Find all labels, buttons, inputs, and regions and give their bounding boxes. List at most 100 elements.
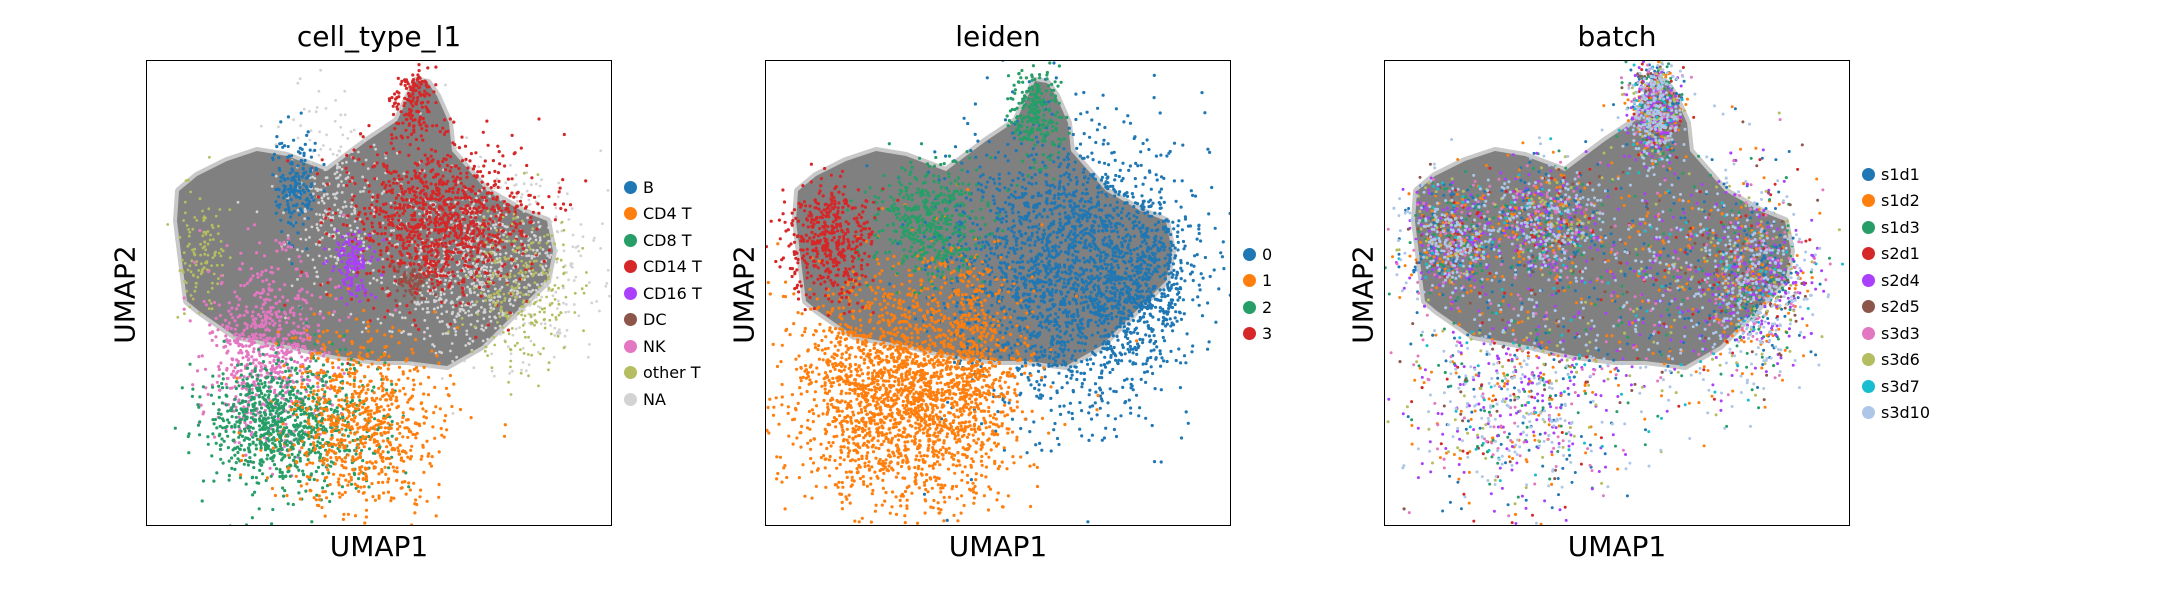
scatter-canvas [1385, 61, 1844, 525]
legend-item: s2d4 [1862, 267, 1930, 294]
y-axis-label: UMAP2 [727, 245, 761, 344]
legend-swatch [1862, 353, 1875, 367]
graph-edges [1415, 81, 1791, 366]
legend-swatch [1862, 247, 1875, 261]
legend-item: B [624, 174, 702, 201]
legend-swatch [1862, 326, 1875, 340]
legend-item: CD14 T [624, 254, 702, 281]
point-cluster [1392, 62, 1830, 525]
x-axis-label: UMAP1 [1567, 530, 1667, 563]
legend-label: other T [643, 363, 701, 383]
legend-swatch [624, 180, 637, 194]
legend-item: s3d3 [1862, 320, 1930, 347]
legend-item: DC [624, 307, 702, 334]
point-cluster [387, 63, 438, 175]
legend-label: s2d1 [1881, 244, 1920, 264]
legend-label: CD8 T [643, 230, 692, 250]
chart-title: cell_type_l1 [296, 20, 462, 53]
legend-label: CD14 T [643, 257, 702, 277]
point-cluster [1065, 154, 1207, 415]
point-cluster [386, 256, 438, 304]
legend-item: CD16 T [624, 280, 702, 307]
point-cluster [283, 99, 588, 366]
legend-swatch [1862, 300, 1875, 314]
legend-item: s3d10 [1862, 400, 1930, 427]
legend-label: s1d2 [1881, 191, 1920, 211]
point-cluster [839, 142, 1005, 343]
point-cluster [447, 171, 588, 396]
legend-swatch [1862, 194, 1875, 208]
legend-swatch [624, 207, 637, 221]
x-axis-label: UMAP1 [329, 530, 429, 563]
point-cluster [766, 162, 900, 317]
legend-label: s3d6 [1881, 350, 1920, 370]
legend-item: s1d1 [1862, 161, 1930, 188]
legend-swatch [624, 286, 637, 300]
chart-title: batch [1577, 20, 1657, 53]
legend-swatch [624, 233, 637, 247]
legend-label: 0 [1262, 244, 1273, 264]
legend: B CD4 T CD8 T CD14 T CD16 T DC NK other T NA [624, 174, 702, 413]
legend-swatch [624, 339, 637, 353]
plot-area [1384, 60, 1850, 526]
legend-item: 0 [1243, 241, 1272, 268]
legend-item: s2d5 [1862, 294, 1930, 321]
legend-label: s2d5 [1881, 297, 1920, 317]
legend-item: NK [624, 333, 702, 360]
y-axis-label: UMAP2 [108, 245, 142, 344]
legend-label: s3d10 [1881, 403, 1931, 423]
legend-item: CD4 T [624, 201, 702, 228]
legend-label: CD16 T [643, 283, 702, 303]
point-cluster [271, 111, 326, 266]
legend-swatch [1862, 167, 1875, 181]
legend-label: CD4 T [643, 204, 692, 224]
point-cluster [187, 348, 342, 482]
point-cluster [235, 287, 507, 525]
legend-item: s1d2 [1862, 188, 1930, 215]
legend-item: s1d3 [1862, 214, 1930, 241]
legend-swatch [624, 260, 637, 274]
legend-swatch [1243, 274, 1256, 288]
legend-swatch [624, 313, 637, 327]
legend-label: DC [643, 310, 667, 330]
legend: 0 1 2 3 [1243, 241, 1272, 347]
legend-item: CD8 T [624, 227, 702, 254]
legend-label: NK [643, 336, 666, 356]
x-axis-label: UMAP1 [948, 530, 1048, 563]
legend-label: 1 [1262, 271, 1273, 291]
point-cluster [1386, 63, 1832, 518]
plot-area [146, 60, 612, 526]
legend-label: s2d4 [1881, 270, 1920, 290]
legend-item: s2d1 [1862, 241, 1930, 268]
legend-swatch [1243, 327, 1256, 341]
legend-item: 1 [1243, 268, 1272, 295]
legend-swatch [1862, 406, 1875, 420]
point-cluster [322, 229, 386, 306]
scatter-canvas [166, 63, 611, 525]
legend-swatch [624, 392, 637, 406]
point-cluster [1005, 61, 1071, 193]
legend-label: s3d7 [1881, 376, 1920, 396]
legend-item: NA [624, 386, 702, 413]
legend-label: s1d1 [1881, 164, 1920, 184]
legend-swatch [624, 366, 637, 380]
legend-label: 3 [1262, 324, 1273, 344]
legend-swatch [1243, 247, 1256, 261]
legend-item: s3d7 [1862, 373, 1930, 400]
chart-title: leiden [955, 20, 1041, 53]
legend: s1d1 s1d2 s1d3 s2d1 s2d4 s2d5 s3d3 s3d6 s3d7 s3d1… [1862, 161, 1930, 426]
legend-item: other T [624, 360, 702, 387]
plot-area [765, 60, 1231, 526]
legend-label: B [643, 177, 654, 197]
legend-swatch [1862, 379, 1875, 393]
scatter-canvas [766, 61, 1230, 525]
legend-item: s3d6 [1862, 347, 1930, 374]
legend-swatch [1243, 300, 1256, 314]
legend-swatch [1862, 220, 1875, 234]
legend-label: s3d3 [1881, 323, 1920, 343]
legend-swatch [1862, 273, 1875, 287]
legend-item: 3 [1243, 321, 1272, 348]
legend-label: NA [643, 389, 666, 409]
legend-label: s1d3 [1881, 217, 1920, 237]
y-axis-label: UMAP2 [1346, 245, 1380, 344]
